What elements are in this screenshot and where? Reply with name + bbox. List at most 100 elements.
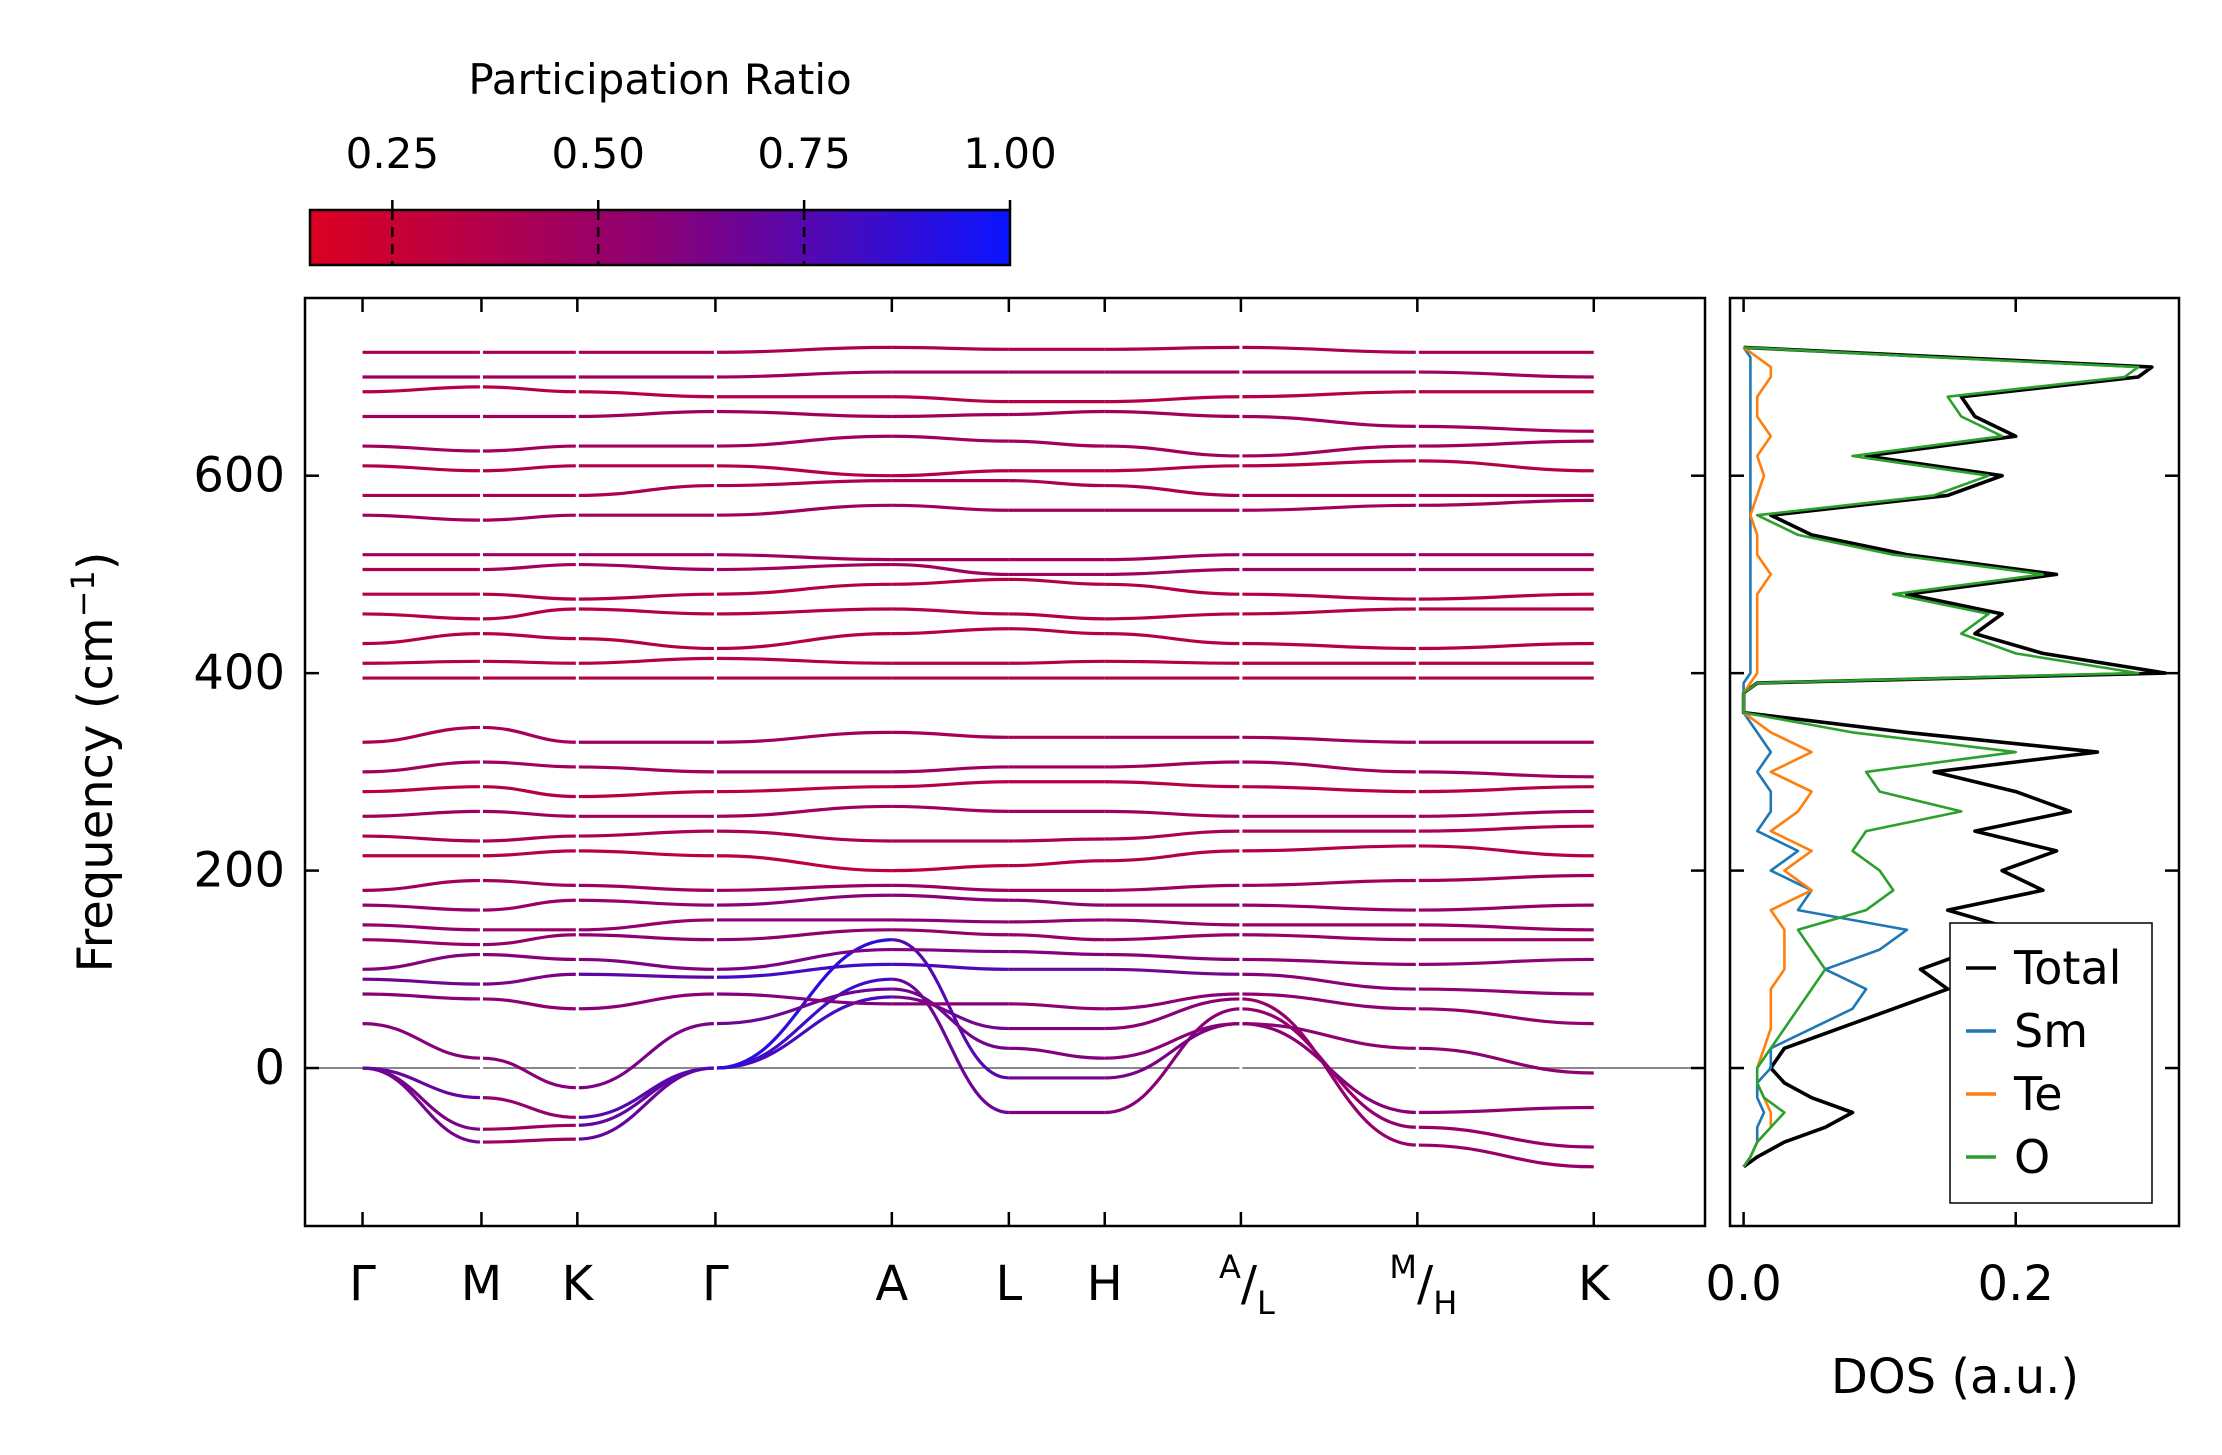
band-high-5: [362, 577, 1594, 601]
band-segment: [715, 962, 892, 979]
k-path-ticks: Γ M K Γ A L H A/LM/H K: [349, 298, 1611, 1322]
band-low-6: [362, 893, 1594, 912]
band-segment: [1104, 553, 1241, 562]
band-segment: [577, 918, 716, 932]
band-segment: [481, 933, 578, 947]
band-segment: [1104, 1022, 1241, 1080]
band-segment: [1104, 409, 1241, 419]
band-segment: [362, 632, 482, 646]
k-point-label: A: [875, 1256, 908, 1312]
band-segment: [1240, 992, 1418, 1011]
band-segment: [577, 972, 716, 979]
band-segment: [715, 345, 892, 354]
band-segment: [715, 562, 892, 572]
band-segment: [891, 395, 1009, 404]
band-segment: [481, 849, 578, 858]
band-soft-1: [362, 987, 1594, 1090]
band-segment: [891, 918, 1009, 924]
band-segment: [362, 612, 482, 621]
band-segment: [715, 938, 892, 1070]
band-segment: [891, 577, 1009, 586]
y-tick-label: 200: [193, 843, 285, 899]
band-segment: [715, 479, 892, 488]
colorbar-tick-label: 0.25: [346, 129, 440, 178]
band-segment: [1104, 582, 1241, 596]
band-segment: [362, 903, 482, 912]
band-segment: [715, 883, 892, 892]
band-segment: [362, 1022, 482, 1060]
band-segment: [1417, 1143, 1594, 1169]
band-segment: [1104, 992, 1241, 1011]
band-segment: [362, 385, 482, 394]
band-segment: [1240, 459, 1418, 468]
legend-label-te: Te: [2013, 1067, 2063, 1121]
band-segment: [891, 938, 1009, 1080]
k-point-label: Γ: [349, 1256, 376, 1312]
band-segment: [1240, 390, 1418, 399]
band-segment: [1240, 957, 1418, 966]
band-segment: [481, 972, 578, 986]
band-segment: [362, 785, 482, 794]
band-segment: [481, 1056, 578, 1090]
colorbar-tick-marks: [391, 200, 1012, 265]
band-segment: [1008, 409, 1105, 417]
band-segment: [362, 1066, 482, 1131]
band-segment: [362, 952, 482, 971]
band-segment: [577, 592, 716, 601]
k-point-label: L: [995, 1256, 1022, 1312]
k-point-label: Γ: [702, 1256, 729, 1312]
band-segment: [1240, 903, 1418, 912]
band-segment: [577, 1066, 716, 1119]
dos-x-tick-label: 0.0: [1705, 1256, 1781, 1312]
band-segment: [1008, 918, 1105, 924]
dos-x-tick-label: 0.2: [1978, 1256, 2054, 1312]
dos-y-ticks: [1730, 474, 2179, 1070]
band-segment: [481, 385, 578, 394]
band-segment: [1240, 592, 1418, 601]
band-segment: [362, 992, 482, 1001]
band-segment: [1104, 883, 1241, 892]
band-segment: [1104, 849, 1241, 863]
band-segment: [1008, 577, 1105, 586]
band-segment: [891, 627, 1009, 636]
band-segment: [715, 977, 892, 1070]
k-point-label: K: [1578, 1256, 1611, 1312]
band-segment: [481, 1096, 578, 1119]
band-segment: [891, 995, 1009, 1031]
band-segment: [1104, 345, 1241, 351]
band-segment: [1008, 612, 1105, 621]
band-segment: [1104, 464, 1241, 473]
band-segment: [481, 898, 578, 912]
band-high-12: [362, 409, 1594, 433]
band-segment: [481, 952, 578, 962]
band-segment: [1104, 483, 1241, 498]
band-segment: [362, 1066, 482, 1144]
colorbar-gradient: [308, 208, 1012, 267]
band-segment: [1240, 972, 1418, 991]
k-label-sup: A: [1219, 1248, 1241, 1286]
band-segment: [577, 883, 716, 892]
y-tick-label: 0: [254, 1040, 285, 1096]
band-segment: [891, 804, 1009, 813]
colorbar-tick-label: 1.00: [963, 129, 1057, 178]
band-segment: [577, 390, 716, 399]
band-segment: [481, 725, 578, 744]
k-label-sup: M: [1389, 1248, 1417, 1286]
band-segment: [1104, 760, 1241, 769]
legend-label-sm: Sm: [2014, 1004, 2088, 1058]
band-segment: [1104, 997, 1241, 1031]
band-segment: [715, 409, 892, 419]
band-segment: [1417, 987, 1594, 996]
band-segment: [577, 829, 716, 838]
band-segment: [1008, 933, 1105, 942]
band-segment: [1008, 837, 1105, 843]
band-segment: [1240, 503, 1418, 512]
band-segment: [1104, 918, 1241, 927]
band-segment: [1104, 1022, 1241, 1060]
band-segment: [1417, 844, 1594, 858]
band-segment: [1104, 659, 1241, 665]
band-high-4: [362, 607, 1594, 621]
y-tick-label: 600: [193, 448, 285, 504]
band-segment: [362, 659, 482, 665]
band-segment: [362, 878, 482, 892]
